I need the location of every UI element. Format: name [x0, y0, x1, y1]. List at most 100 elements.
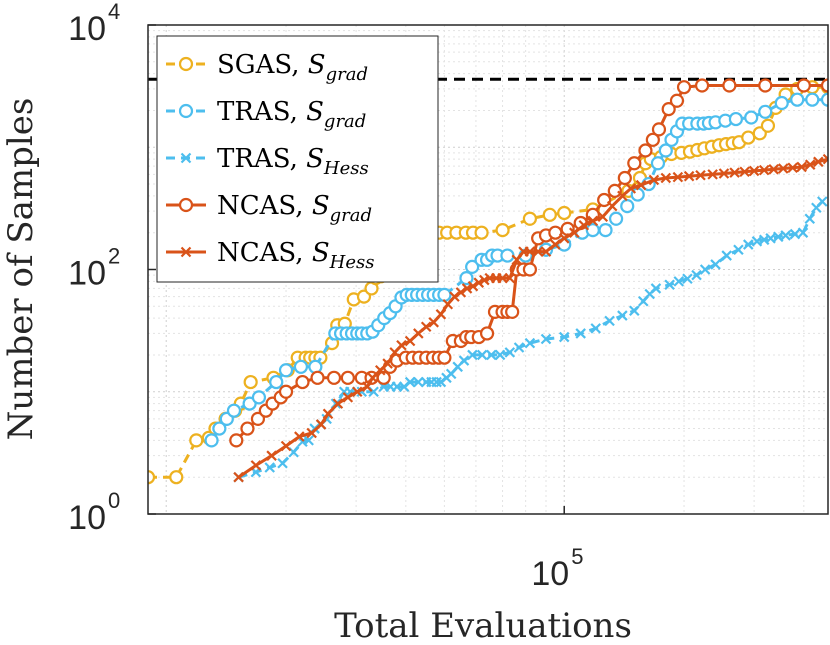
y-tick-label: 10: [68, 10, 106, 48]
data-point: [739, 166, 750, 178]
data-point: [310, 370, 325, 385]
data-point: [524, 337, 536, 349]
series-4: [233, 153, 828, 483]
data-point: [540, 246, 552, 257]
data-point: [293, 359, 309, 374]
data-point: [278, 363, 294, 378]
data-point: [294, 431, 305, 442]
data-point: [295, 374, 310, 390]
data-point: [473, 277, 485, 288]
data-point: [340, 370, 355, 385]
data-point: [420, 321, 432, 333]
data-point: [240, 421, 255, 436]
legend: SGAS, Sgrad TRAS, Sgrad TRAS, SHess NCAS, S…: [156, 35, 439, 283]
data-point: [695, 169, 706, 181]
data-point: [774, 95, 789, 111]
legend-marker: [178, 197, 194, 213]
data-point: [532, 246, 544, 257]
data-point: [672, 171, 684, 183]
data-point: [590, 323, 602, 334]
data-point: [404, 376, 416, 388]
data-point: [542, 207, 557, 222]
data-point: [428, 317, 439, 328]
data-point: [504, 272, 516, 284]
data-point: [494, 349, 506, 361]
data-point: [597, 192, 612, 208]
data-point: [765, 233, 776, 244]
legend-marker: [178, 56, 194, 72]
y-axis-label: Number of Samples: [1, 98, 41, 441]
data-point: [617, 190, 628, 202]
data-point: [524, 246, 536, 257]
data-point: [204, 433, 219, 448]
data-point: [721, 250, 732, 261]
legend-label: TRAS, Sgrad: [217, 97, 366, 132]
y-tick-exponent: 0: [108, 488, 120, 513]
data-point: [816, 196, 828, 207]
data-point: [308, 359, 323, 374]
data-point: [351, 386, 363, 398]
data-point: [431, 376, 442, 388]
data-point: [597, 211, 609, 223]
data-point: [760, 118, 776, 133]
legend-label: NCAS, SHess: [217, 238, 374, 273]
data-point: [504, 347, 516, 358]
data-point: [627, 156, 642, 171]
legend-marker: [180, 246, 192, 258]
data-point: [474, 225, 489, 240]
legend-label: SGAS, Sgrad: [217, 50, 368, 85]
data-point: [650, 283, 662, 294]
data-point: [648, 174, 660, 186]
data-point: [264, 462, 275, 473]
data-point: [382, 358, 393, 369]
data-point: [604, 315, 615, 327]
data-point: [742, 239, 754, 250]
data-point: [722, 78, 737, 93]
data-point: [658, 143, 673, 158]
data-point: [598, 223, 613, 238]
data-point: [676, 80, 692, 95]
data-point: [804, 159, 816, 170]
data-point: [651, 122, 667, 137]
data-point: [522, 211, 538, 226]
data-point: [617, 310, 628, 321]
data-point: [607, 183, 622, 198]
data-point: [540, 333, 552, 345]
legend-entry-2: TRAS, SHess: [166, 144, 369, 179]
data-point: [233, 471, 244, 483]
data-point: [608, 211, 624, 226]
data-point: [266, 450, 277, 461]
data-point: [396, 339, 407, 351]
x-axis-label: Total Evaluations: [334, 606, 632, 645]
data-point: [587, 215, 599, 227]
data-point: [148, 470, 156, 485]
series-3: [229, 78, 828, 448]
legend-label: NCAS, Sgrad: [217, 191, 372, 226]
data-point: [558, 233, 570, 244]
data-point: [733, 244, 744, 256]
data-point: [804, 213, 816, 225]
data-point: [243, 374, 258, 390]
data-point: [500, 248, 515, 263]
data-point: [251, 390, 267, 405]
data-point: [758, 164, 770, 176]
data-point: [585, 223, 600, 238]
data-point: [269, 374, 284, 390]
data-point: [691, 269, 702, 281]
data-point: [718, 168, 730, 179]
data-point: [741, 130, 756, 145]
legend-marker: [180, 152, 192, 164]
data-point: [796, 78, 811, 93]
data-point: [768, 164, 779, 175]
data-point: [758, 78, 773, 93]
data-point: [367, 372, 378, 384]
data-point: [169, 470, 184, 485]
data-point: [550, 239, 561, 250]
data-point: [229, 433, 244, 448]
legend-marker: [178, 103, 194, 119]
x-tick-exponent: 5: [571, 544, 583, 569]
legend-entry-1: TRAS, Sgrad: [166, 97, 366, 132]
data-point: [664, 279, 675, 291]
data-point: [694, 78, 710, 93]
